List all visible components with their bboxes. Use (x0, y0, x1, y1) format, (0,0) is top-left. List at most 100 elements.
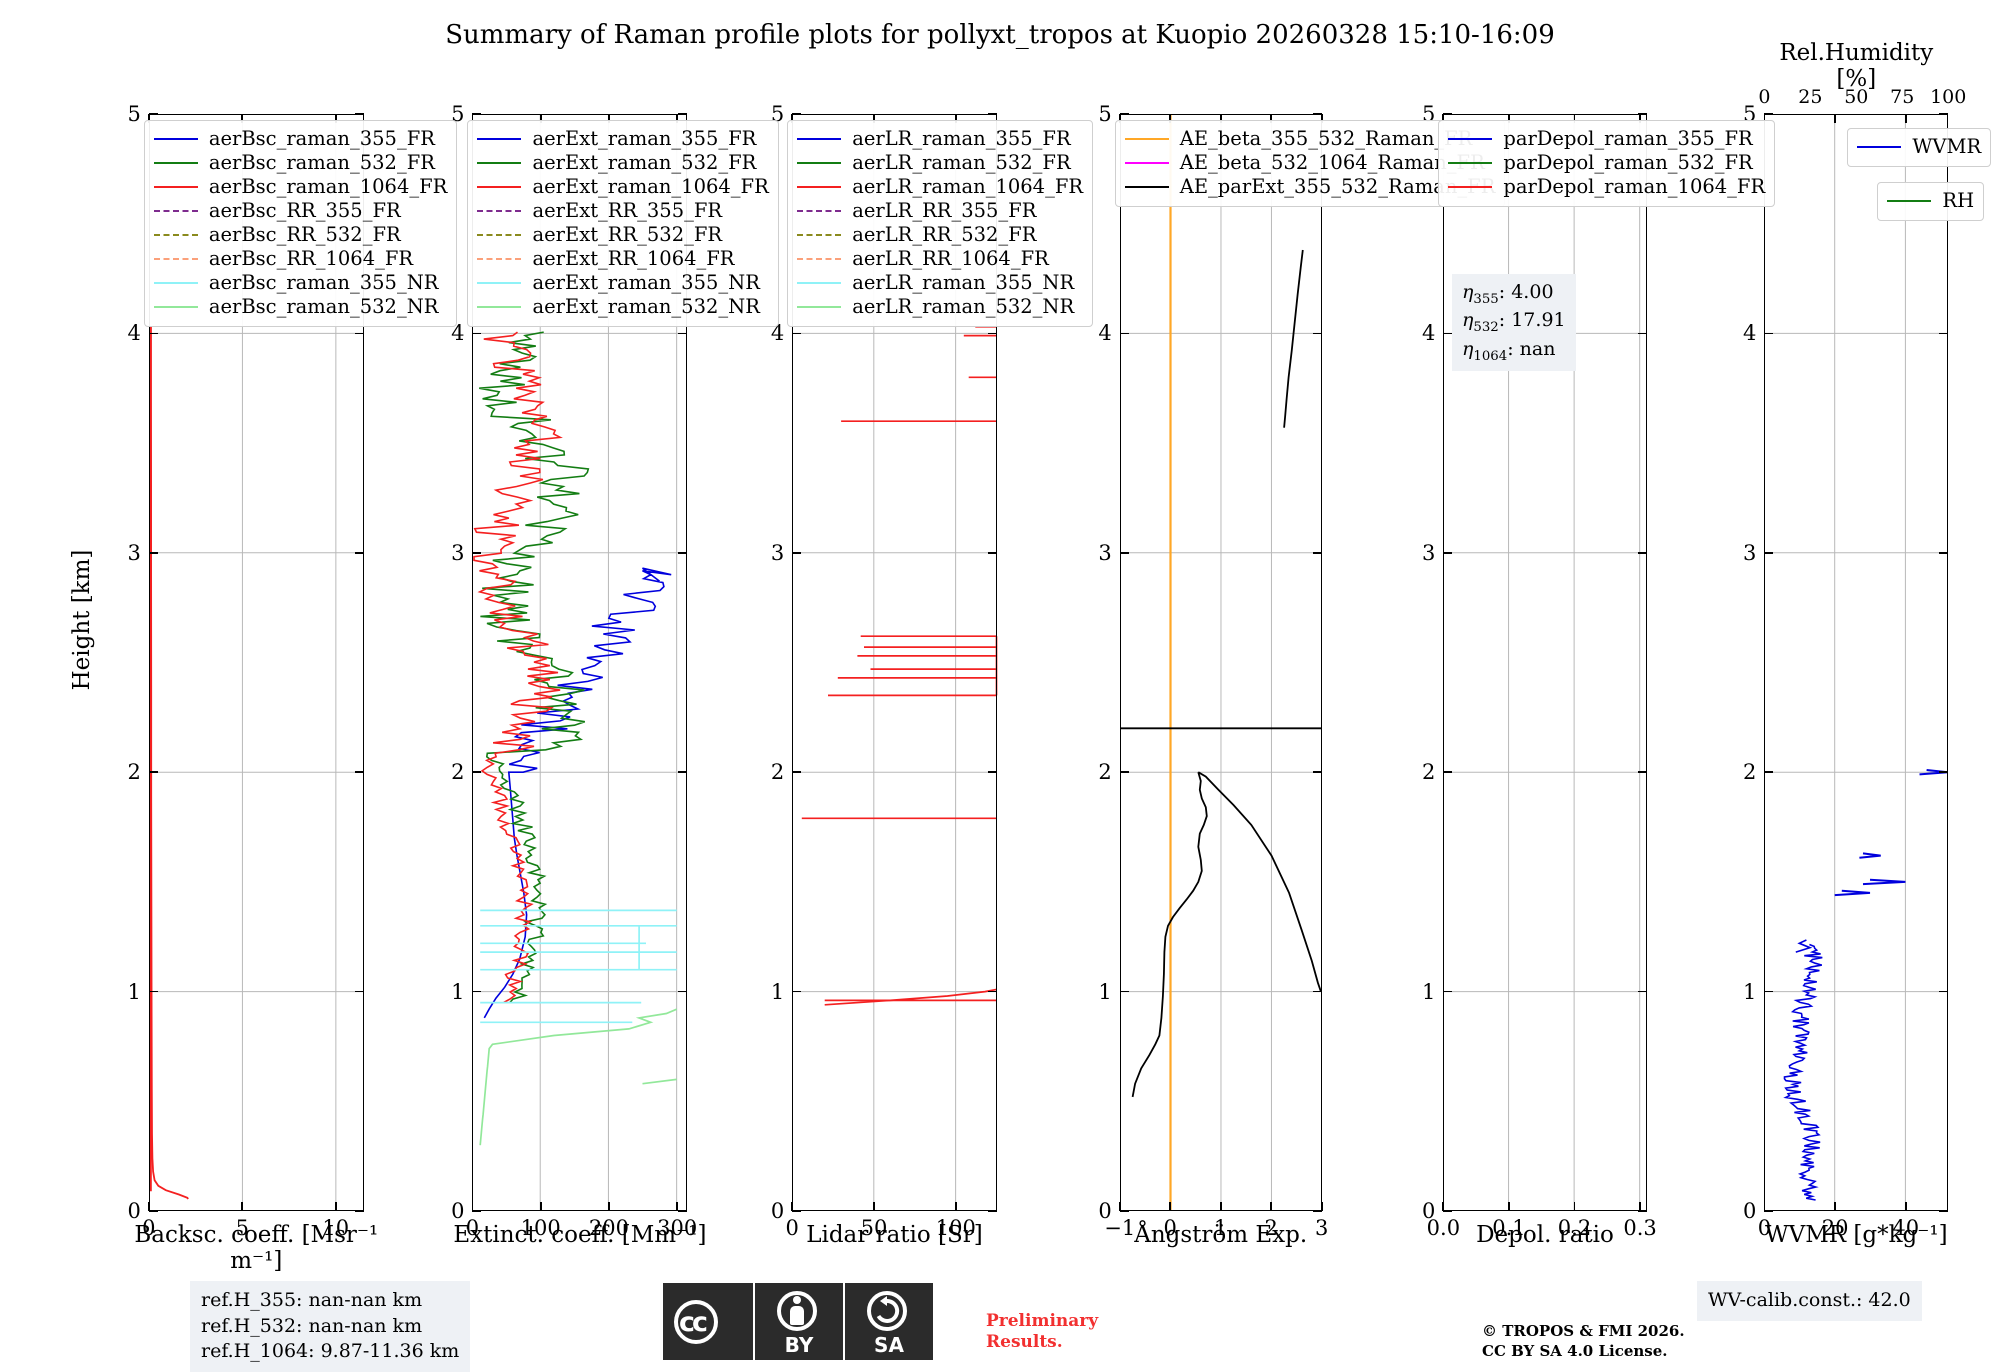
eta-355-row: η355: 4.00 (1462, 281, 1554, 307)
reference-height-box: ref.H_355: nan-nan km ref.H_532: nan-nan… (190, 1281, 471, 1372)
legend-item: aerLR_RR_355_FR (797, 199, 1083, 223)
legend-label: aerLR_raman_1064_FR (852, 175, 1084, 199)
cc-person-circle-icon (777, 1291, 817, 1331)
y-tick-mark (148, 771, 158, 774)
y-tick-mark (678, 771, 688, 774)
legend-label: aerBsc_raman_355_FR (208, 127, 435, 151)
legend-item: aerExt_RR_532_FR (477, 223, 768, 247)
y-tick-mark (1637, 1210, 1647, 1212)
y-tick-mark (678, 332, 688, 335)
x-tick-mark (1320, 1202, 1323, 1211)
legend-label: aerLR_RR_532_FR (852, 223, 1037, 247)
x-tick-label: 200 (588, 1216, 629, 1240)
legend-item: aerLR_raman_532_NR (797, 295, 1083, 319)
x-tick-label: 0.3 (1623, 1216, 1657, 1240)
legend-label: AE_beta_355_532_Raman_FR (1179, 127, 1473, 151)
y-tick-mark (1939, 332, 1949, 335)
legend-item: aerBsc_raman_1064_FR (153, 175, 448, 199)
x-tick-mark (1904, 1202, 1907, 1211)
data-series-line (473, 331, 564, 1004)
y-tick-mark (1939, 1210, 1949, 1212)
x-tick-label: 0.0 (1426, 1216, 1461, 1240)
legend-wvmr-wvmr[interactable]: WVMR (1847, 128, 1992, 167)
cc-share-alike-arrow-icon (876, 1296, 900, 1323)
legend-item: aerExt_RR_355_FR (477, 199, 768, 223)
legend-item: aerExt_raman_355_NR (477, 271, 768, 295)
y-tick-mark (1939, 551, 1949, 554)
legend-item: aerExt_RR_1064_FR (477, 247, 768, 271)
cc-by-block: BY (755, 1283, 843, 1360)
creative-commons-badge: cc BY SA (663, 1283, 933, 1360)
y-tick-mark (1443, 990, 1453, 993)
x-tick-mark (791, 114, 794, 123)
panel-wvmr (1763, 113, 1949, 1212)
y-tick-label: 3 (770, 540, 785, 565)
y-tick-label: 2 (1743, 760, 1757, 785)
y-tick-mark (792, 771, 802, 774)
x-tick-mark (608, 114, 610, 123)
top-x-tick-label: 100 (1930, 86, 1967, 108)
legend-item: aerExt_raman_355_FR (477, 127, 768, 151)
y-tick-mark (1119, 332, 1129, 335)
legend-depolarization[interactable]: parDepol_raman_355_FR parDepol_raman_532_… (1438, 120, 1776, 207)
y-tick-mark (1119, 551, 1129, 554)
y-tick-mark (1119, 990, 1129, 993)
y-tick-mark (792, 113, 802, 115)
legend-item: AE_parExt_355_532_Raman_FR (1124, 175, 1496, 199)
y-tick-label: 1 (451, 979, 465, 1004)
x-tick-label: 0 (1163, 1216, 1177, 1240)
legend-label: AE_parExt_355_532_Raman_FR (1179, 175, 1496, 199)
y-tick-label: 4 (1421, 321, 1436, 346)
legend-label: WVMR (1912, 135, 1982, 159)
x-axis-label-lidar-ratio: Lidar ratio [Sr] (806, 1222, 983, 1248)
legend-item: parDepol_raman_1064_FR (1448, 175, 1765, 199)
legend-backscatter[interactable]: aerBsc_raman_355_FR aerBsc_raman_532_FR ae… (143, 120, 458, 327)
legend-color-swatch (477, 234, 522, 236)
legend-lidar-ratio[interactable]: aerLR_raman_355_FR aerLR_raman_532_FR aerL… (787, 120, 1094, 327)
x-tick-mark (147, 114, 150, 123)
legend-color-swatch (477, 138, 522, 140)
copyright-line-2: CC BY SA 4.0 License. (1482, 1341, 1668, 1360)
y-tick-mark (1637, 551, 1647, 554)
x-tick-label: 100 (935, 1216, 976, 1240)
y-tick-mark (472, 113, 482, 115)
legend-color-swatch (797, 234, 842, 236)
x-tick-mark (791, 1202, 794, 1211)
x-tick-label: 20 (1821, 1216, 1849, 1240)
y-tick-mark (678, 1210, 688, 1212)
y-tick-label: 1 (1421, 979, 1436, 1004)
y-tick-mark (792, 990, 802, 993)
top-x-tick-label: 50 (1844, 86, 1869, 108)
copyright-note: © TROPOS & FMI 2026. CC BY SA 4.0 Licens… (1482, 1322, 1685, 1361)
legend-color-swatch (797, 162, 842, 164)
legend-label: aerBsc_raman_1064_FR (208, 175, 448, 199)
legend-item: RH (1887, 189, 1974, 213)
legend-color-swatch (1124, 162, 1169, 164)
legend-color-swatch (153, 234, 198, 236)
legend-item: aerLR_RR_1064_FR (797, 247, 1083, 271)
legend-label: RH (1942, 189, 1975, 213)
axes-frame-backscatter (148, 114, 364, 1211)
y-tick-label: 1 (770, 979, 785, 1004)
x-tick-mark (676, 1202, 679, 1211)
x-tick-label: 1 (1214, 1216, 1228, 1240)
plot-area-angstrom (1119, 114, 1322, 1211)
legend-wvmr-rh[interactable]: RH (1877, 182, 1985, 221)
data-series-line (1131, 771, 1208, 1098)
top-x-tick-label: 25 (1798, 86, 1823, 108)
y-tick-mark (987, 113, 997, 115)
legend-extinction[interactable]: aerExt_raman_355_FR aerExt_raman_532_FR ae… (467, 120, 779, 327)
cc-sa-block: SA (845, 1283, 933, 1360)
legend-label: aerBsc_raman_355_NR (208, 271, 439, 295)
legend-label: AE_beta_532_1064_Raman_FR (1179, 151, 1485, 175)
y-tick-mark (1764, 990, 1774, 993)
x-tick-mark (471, 114, 474, 123)
x-tick-mark (1118, 114, 1121, 123)
y-tick-mark (1119, 771, 1129, 774)
wv-calibration-box: WV-calib.const.: 42.0 (1697, 1281, 1922, 1321)
x-tick-mark (539, 114, 542, 123)
panel-angstrom (1118, 113, 1323, 1212)
y-tick-label: 4 (770, 321, 785, 346)
y-tick-label: 4 (127, 321, 141, 346)
legend-label: aerLR_raman_532_NR (852, 295, 1075, 319)
